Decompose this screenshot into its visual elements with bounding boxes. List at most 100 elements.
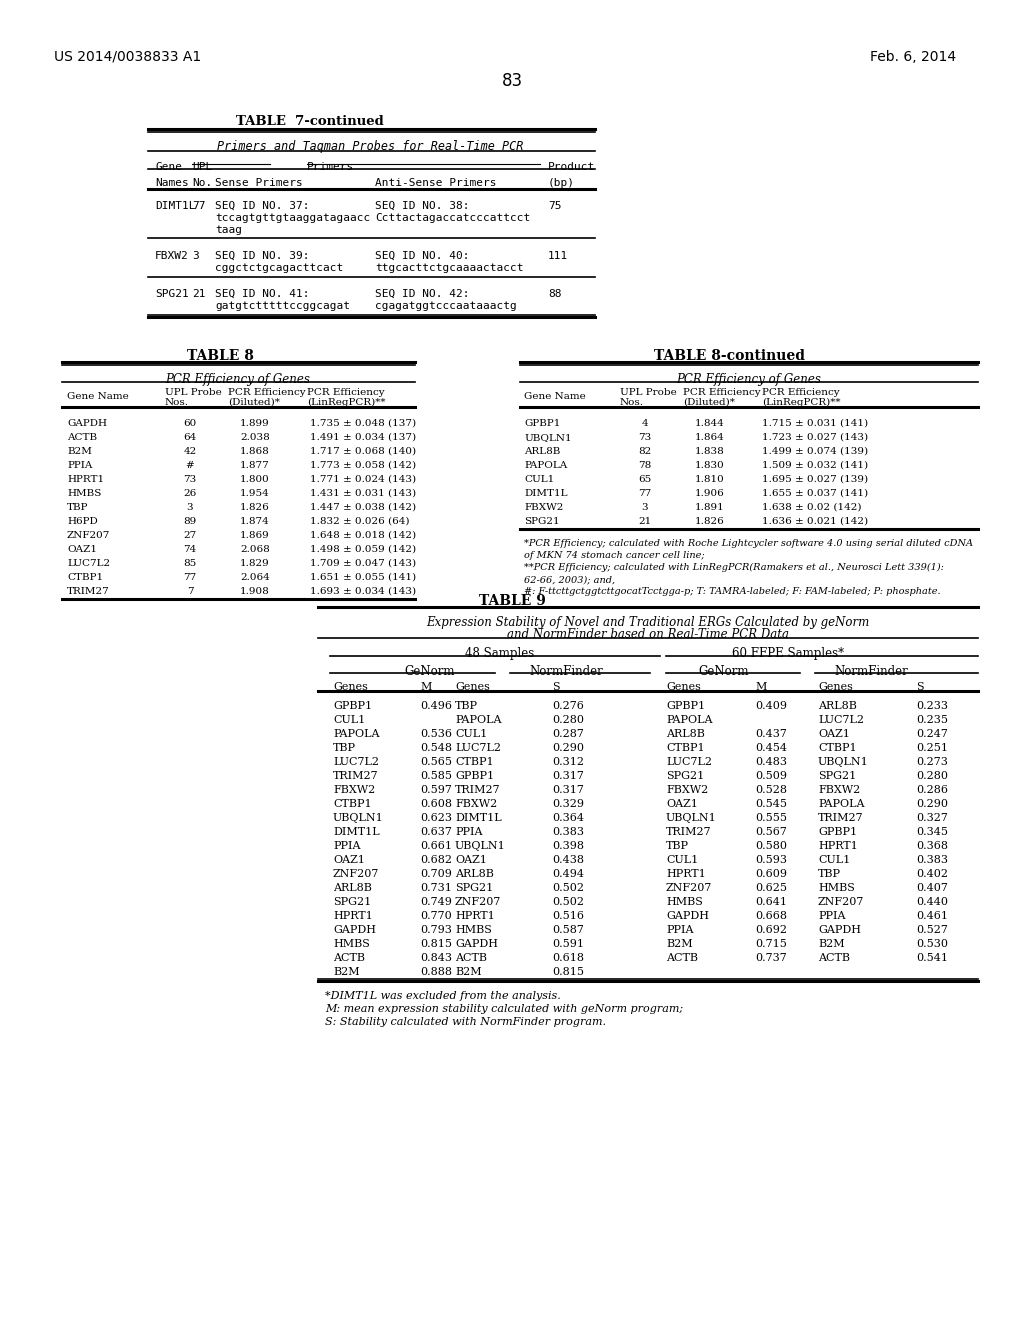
Text: 1.735 ± 0.048 (137): 1.735 ± 0.048 (137) xyxy=(310,418,416,428)
Text: PAPOLA: PAPOLA xyxy=(524,461,567,470)
Text: 0.793: 0.793 xyxy=(420,925,452,935)
Text: 75: 75 xyxy=(548,201,561,211)
Text: SEQ ID NO. 42:: SEQ ID NO. 42: xyxy=(375,289,469,300)
Text: CTBP1: CTBP1 xyxy=(818,743,857,752)
Text: UPL Probe: UPL Probe xyxy=(165,388,222,397)
Text: ZNF207: ZNF207 xyxy=(818,898,864,907)
Text: S: S xyxy=(916,682,924,692)
Text: 1.838: 1.838 xyxy=(695,447,725,455)
Text: ARL8B: ARL8B xyxy=(818,701,857,711)
Text: PPIA: PPIA xyxy=(67,461,92,470)
Text: TRIM27: TRIM27 xyxy=(818,813,863,822)
Text: 2.038: 2.038 xyxy=(240,433,270,442)
Text: 1.709 ± 0.047 (143): 1.709 ± 0.047 (143) xyxy=(310,558,416,568)
Text: SPG21: SPG21 xyxy=(666,771,705,781)
Text: 0.368: 0.368 xyxy=(916,841,948,851)
Text: 60 FFPE Samples*: 60 FFPE Samples* xyxy=(732,647,844,660)
Text: GAPDH: GAPDH xyxy=(67,418,106,428)
Text: 4: 4 xyxy=(642,418,648,428)
Text: 0.536: 0.536 xyxy=(420,729,452,739)
Text: TABLE 9: TABLE 9 xyxy=(478,594,546,609)
Text: 1.723 ± 0.027 (143): 1.723 ± 0.027 (143) xyxy=(762,433,868,442)
Text: GAPDH: GAPDH xyxy=(666,911,709,921)
Text: HMBS: HMBS xyxy=(455,925,492,935)
Text: 0.587: 0.587 xyxy=(552,925,584,935)
Text: 1.829: 1.829 xyxy=(240,558,270,568)
Text: TBP: TBP xyxy=(818,869,841,879)
Text: 0.287: 0.287 xyxy=(552,729,584,739)
Text: 0.567: 0.567 xyxy=(755,828,786,837)
Text: 0.494: 0.494 xyxy=(552,869,584,879)
Text: 1.874: 1.874 xyxy=(240,517,270,525)
Text: 64: 64 xyxy=(183,433,197,442)
Text: PCR Efficiency of Genes: PCR Efficiency of Genes xyxy=(166,374,310,385)
Text: PAPOLA: PAPOLA xyxy=(818,799,864,809)
Text: 0.502: 0.502 xyxy=(552,883,584,894)
Text: 0.528: 0.528 xyxy=(755,785,787,795)
Text: M: M xyxy=(755,682,766,692)
Text: HMBS: HMBS xyxy=(666,898,702,907)
Text: 1.826: 1.826 xyxy=(240,503,270,512)
Text: PCR Efficiency: PCR Efficiency xyxy=(683,388,761,397)
Text: 0.565: 0.565 xyxy=(420,756,452,767)
Text: NormFinder: NormFinder xyxy=(529,665,603,678)
Text: LUC7L2: LUC7L2 xyxy=(455,743,501,752)
Text: (Diluted)*: (Diluted)* xyxy=(228,399,280,407)
Text: ttgcacttctgcaaaactacct: ttgcacttctgcaaaactacct xyxy=(375,263,523,273)
Text: 1.826: 1.826 xyxy=(695,517,725,525)
Text: tccagtgttgtaaggatagaacc: tccagtgttgtaaggatagaacc xyxy=(215,213,371,223)
Text: 74: 74 xyxy=(183,545,197,554)
Text: CUL1: CUL1 xyxy=(455,729,487,739)
Text: LUC7L2: LUC7L2 xyxy=(818,715,864,725)
Text: 0.597: 0.597 xyxy=(420,785,452,795)
Text: ZNF207: ZNF207 xyxy=(666,883,713,894)
Text: GeNorm: GeNorm xyxy=(404,665,456,678)
Text: 0.509: 0.509 xyxy=(755,771,787,781)
Text: OAZ1: OAZ1 xyxy=(666,799,698,809)
Text: DIMT1L: DIMT1L xyxy=(155,201,196,211)
Text: TABLE  7-continued: TABLE 7-continued xyxy=(237,115,384,128)
Text: OAZ1: OAZ1 xyxy=(333,855,365,865)
Text: 89: 89 xyxy=(183,517,197,525)
Text: 85: 85 xyxy=(183,558,197,568)
Text: Genes: Genes xyxy=(666,682,700,692)
Text: Anti-Sense Primers: Anti-Sense Primers xyxy=(375,178,497,187)
Text: Ccttactagaccatcccattcct: Ccttactagaccatcccattcct xyxy=(375,213,530,223)
Text: 21: 21 xyxy=(638,517,651,525)
Text: TRIM27: TRIM27 xyxy=(455,785,501,795)
Text: CTBP1: CTBP1 xyxy=(455,756,494,767)
Text: 0.280: 0.280 xyxy=(552,715,584,725)
Text: 0.625: 0.625 xyxy=(755,883,787,894)
Text: cgagatggtcccaataaactg: cgagatggtcccaataaactg xyxy=(375,301,517,312)
Text: 0.541: 0.541 xyxy=(916,953,948,964)
Text: 0.273: 0.273 xyxy=(916,756,948,767)
Text: cggctctgcagacttcact: cggctctgcagacttcact xyxy=(215,263,343,273)
Text: Primers and Taqman Probes for Real-Time PCR: Primers and Taqman Probes for Real-Time … xyxy=(217,140,523,153)
Text: ACTB: ACTB xyxy=(818,953,850,964)
Text: 0.364: 0.364 xyxy=(552,813,584,822)
Text: HPRT1: HPRT1 xyxy=(333,911,373,921)
Text: 0.286: 0.286 xyxy=(916,785,948,795)
Text: Gene: Gene xyxy=(155,162,182,172)
Text: 73: 73 xyxy=(183,475,197,484)
Text: 1.447 ± 0.038 (142): 1.447 ± 0.038 (142) xyxy=(310,503,416,512)
Text: 1.830: 1.830 xyxy=(695,461,725,470)
Text: 0.580: 0.580 xyxy=(755,841,787,851)
Text: FBXW2: FBXW2 xyxy=(455,799,498,809)
Text: 0.555: 0.555 xyxy=(755,813,787,822)
Text: B2M: B2M xyxy=(818,939,845,949)
Text: 0.398: 0.398 xyxy=(552,841,584,851)
Text: GPBP1: GPBP1 xyxy=(524,418,560,428)
Text: Genes: Genes xyxy=(333,682,368,692)
Text: ZNF207: ZNF207 xyxy=(333,869,379,879)
Text: 1.771 ± 0.024 (143): 1.771 ± 0.024 (143) xyxy=(310,475,416,484)
Text: S: Stability calculated with NormFinder program.: S: Stability calculated with NormFinder … xyxy=(325,1016,606,1027)
Text: 1.693 ± 0.034 (143): 1.693 ± 0.034 (143) xyxy=(310,587,416,597)
Text: #: F-ttcttgctggtcttgocatTcctgga-p; T: TAMRA-labeled; F: FAM-labeled; P: phosphat: #: F-ttcttgctggtcttgocatTcctgga-p; T: TA… xyxy=(524,587,941,597)
Text: 0.692: 0.692 xyxy=(755,925,787,935)
Text: 77: 77 xyxy=(193,201,206,211)
Text: CTBP1: CTBP1 xyxy=(666,743,705,752)
Text: 1.877: 1.877 xyxy=(240,461,270,470)
Text: CUL1: CUL1 xyxy=(666,855,698,865)
Text: GPBP1: GPBP1 xyxy=(333,701,372,711)
